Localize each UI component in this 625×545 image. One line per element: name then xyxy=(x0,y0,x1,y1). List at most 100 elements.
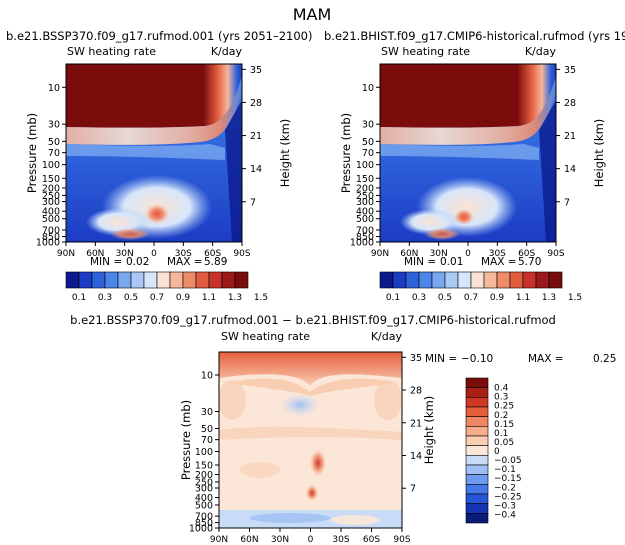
subtitle-right: K/day xyxy=(371,330,403,343)
subtitle-right: K/day xyxy=(525,45,557,58)
x-tick-label: 60N xyxy=(86,249,104,259)
colorbar-swatch xyxy=(156,271,171,289)
x-tick-label: 30N xyxy=(430,249,448,259)
y-tick-label: 100 xyxy=(42,160,60,171)
panel-title: b.e21.BSSP370.f09_g17.rufmod.001 (yrs 20… xyxy=(6,29,312,43)
colorbar-label: −0.3 xyxy=(494,501,516,511)
colorbar-swatch xyxy=(117,271,132,289)
colorbar-swatch xyxy=(65,271,80,289)
y-tick-label: 300 xyxy=(195,484,213,495)
colorbar-swatch xyxy=(130,271,145,289)
min-label: MIN = xyxy=(404,256,436,268)
y-tick-label-right: 7 xyxy=(410,484,416,495)
colorbar-swatch xyxy=(182,271,197,289)
y-tick-label: 1000 xyxy=(36,238,60,249)
y-tick-label: 500 xyxy=(195,500,213,511)
colorbar-swatch xyxy=(465,445,489,456)
x-tick-label: 30S xyxy=(332,535,349,545)
colorbar-label: 0.5 xyxy=(124,293,138,303)
colorbar-label: 0.25 xyxy=(494,402,514,412)
y-tick-label: 850 xyxy=(195,518,213,529)
max-value: 5.70 xyxy=(518,256,541,268)
colorbar-swatch xyxy=(465,503,489,514)
colorbar-swatch xyxy=(78,271,93,289)
colorbar-swatch xyxy=(104,271,119,289)
x-tick-label: 60N xyxy=(400,249,418,259)
y-tick-label: 700 xyxy=(195,512,213,523)
y-tick-label: 10 xyxy=(362,83,374,94)
colorbar-swatch xyxy=(234,271,249,289)
x-tick-label: 60S xyxy=(518,249,535,259)
colorbar-swatch xyxy=(418,271,433,289)
y-tick-label: 500 xyxy=(42,214,60,225)
y-tick-label: 200 xyxy=(42,183,60,194)
y-tick-label-right: 14 xyxy=(564,164,576,175)
y-tick-label: 500 xyxy=(356,214,374,225)
x-tick-label: 0 xyxy=(151,249,157,259)
y-tick-label-right: 28 xyxy=(410,386,422,397)
y-tick-label-right: 14 xyxy=(250,164,262,175)
colorbar-swatch xyxy=(465,464,489,475)
y-tick-label: 1000 xyxy=(350,238,374,249)
y-tick-label: 850 xyxy=(42,232,60,243)
colorbar-label: 0.1 xyxy=(386,293,400,303)
x-tick-label: 30N xyxy=(271,535,289,545)
y-axis-right: 35 28 21 14 7 xyxy=(402,353,422,495)
colorbar-label: 1.5 xyxy=(568,293,582,303)
colorbar-label: 1.3 xyxy=(228,293,242,303)
max-value: 0.25 xyxy=(593,353,616,365)
colorbar-label: −0.05 xyxy=(494,456,522,466)
panel-future: b.e21.BSSP370.f09_g17.rufmod.001 (yrs 20… xyxy=(6,29,312,303)
y-tick-label: 200 xyxy=(356,183,374,194)
page-title: MAM xyxy=(293,5,332,24)
min-value: 0.01 xyxy=(440,256,463,268)
y-tick-label: 70 xyxy=(362,148,374,159)
x-tick-label: 30S xyxy=(489,249,506,259)
panel-difference: b.e21.BSSP370.f09_g17.rufmod.001 − b.e21… xyxy=(70,313,616,545)
colorbar-swatch xyxy=(465,426,489,437)
y-tick-label: 10 xyxy=(201,371,213,382)
y-axis-label-right: Height (km) xyxy=(592,119,606,188)
y-tick-label-right: 7 xyxy=(250,197,256,208)
colorbar-label: 0.15 xyxy=(494,420,514,430)
y-tick-label: 300 xyxy=(42,197,60,208)
colorbar-swatch xyxy=(465,406,489,417)
y-tick-label: 70 xyxy=(201,435,213,446)
colorbar-swatch xyxy=(535,271,550,289)
colorbar-label: 0.7 xyxy=(464,293,478,303)
colorbar-label: 0.9 xyxy=(176,293,191,303)
x-tick-label: 0 xyxy=(308,535,314,545)
panel-title: b.e21.BSSP370.f09_g17.rufmod.001 − b.e21… xyxy=(70,313,556,327)
min-label: MIN = xyxy=(90,256,122,268)
x-axis: 90N 60N 30N 0 30S 60S 90S xyxy=(57,242,251,259)
subtitle-right: K/day xyxy=(211,45,243,58)
min-value: −0.10 xyxy=(461,353,493,365)
y-tick-label: 250 xyxy=(356,191,374,202)
colorbar-swatch xyxy=(221,271,236,289)
panel-title: b.e21.BHIST.f09_g17.CMIP6-historical.ruf… xyxy=(324,29,625,43)
y-tick-label: 400 xyxy=(195,493,213,504)
subtitle-left: SW heating rate xyxy=(67,45,156,58)
colorbar-label: 0.3 xyxy=(494,393,508,403)
x-tick-label: 90N xyxy=(210,535,228,545)
colorbar-swatch xyxy=(208,271,223,289)
colorbar-swatch xyxy=(91,271,106,289)
colorbar-swatch xyxy=(143,271,158,289)
colorbar-label: 0.1 xyxy=(72,293,86,303)
colorbar-label: 0.7 xyxy=(150,293,164,303)
y-tick-label-right: 21 xyxy=(564,131,576,142)
colorbar-swatch xyxy=(522,271,537,289)
colorbar-label: 0.9 xyxy=(490,293,505,303)
colorbar-swatch xyxy=(483,271,498,289)
heatmap-field xyxy=(66,64,242,242)
colorbar-swatch xyxy=(465,377,489,388)
colorbar-swatch xyxy=(431,271,446,289)
colorbar-swatch xyxy=(465,416,489,427)
colorbar-swatch xyxy=(379,271,394,289)
colorbar-label: 0.3 xyxy=(98,293,112,303)
heatmap-field xyxy=(380,64,556,242)
x-axis: 90N 60N 30N 0 30S 60S 90S xyxy=(210,528,411,545)
panel-historical: b.e21.BHIST.f09_g17.CMIP6-historical.ruf… xyxy=(324,29,625,303)
